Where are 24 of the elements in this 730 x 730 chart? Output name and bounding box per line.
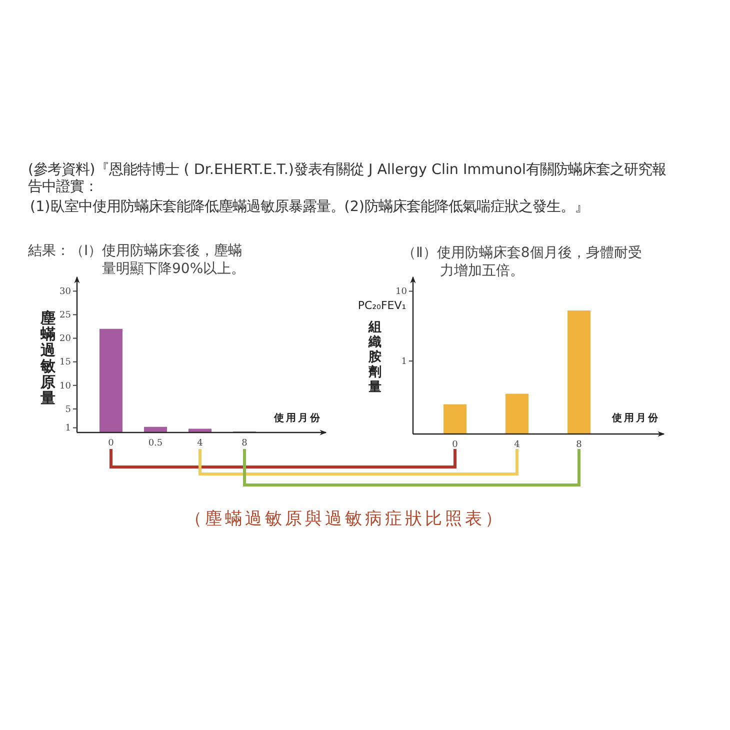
x-axis-title: 使用月份 bbox=[611, 412, 660, 424]
text: (參考資料)『恩能特博士 ( Dr.EHERT.E.T.)發表有關從 J Allergy Clin Immunol有關防蟎床套之研究報告中證實： bbox=[28, 162, 666, 195]
chart-title: （Ⅱ）使用防蟎床套8個月後，身體耐受力增加五倍。 bbox=[402, 245, 642, 279]
y-axis-title: 塵蟎過敏原量 bbox=[40, 309, 56, 407]
y-tick-label: 1 bbox=[401, 356, 407, 367]
text: （塵蟎過敏原與過敏病症狀比照表） bbox=[185, 509, 505, 529]
y-tick-label: 30 bbox=[60, 287, 72, 298]
chart-title: 結果：（Ⅰ）使用防蟎床套後，塵蟎量明顯下降90%以上。 bbox=[27, 243, 246, 277]
y-tick-label: 5 bbox=[65, 404, 72, 415]
y-tick-label: 15 bbox=[60, 358, 72, 368]
x-tick-label: 0 bbox=[452, 440, 458, 450]
y-tick-label: 1 bbox=[65, 424, 71, 434]
x-axis-title: 使用月份 bbox=[273, 412, 322, 424]
text: (1)臥室中使用防蟎床套能降低塵蟎過敏原暴露量。(2)防蟎床套能降低氣喘症狀之發生。』 bbox=[30, 199, 589, 215]
y-tick-label: 25 bbox=[60, 310, 72, 321]
x-tick-label: 8 bbox=[242, 438, 248, 448]
x-tick-label: 0.5 bbox=[148, 438, 163, 448]
x-tick-label: 4 bbox=[514, 440, 520, 450]
y-tick-label: 10 bbox=[396, 287, 408, 298]
x-tick-label: 8 bbox=[576, 440, 582, 450]
y-tick-label: 20 bbox=[60, 334, 72, 344]
x-tick-label: 0 bbox=[108, 438, 114, 448]
x-tick-label: 4 bbox=[197, 438, 204, 448]
y-tick-label: 10 bbox=[60, 381, 72, 392]
